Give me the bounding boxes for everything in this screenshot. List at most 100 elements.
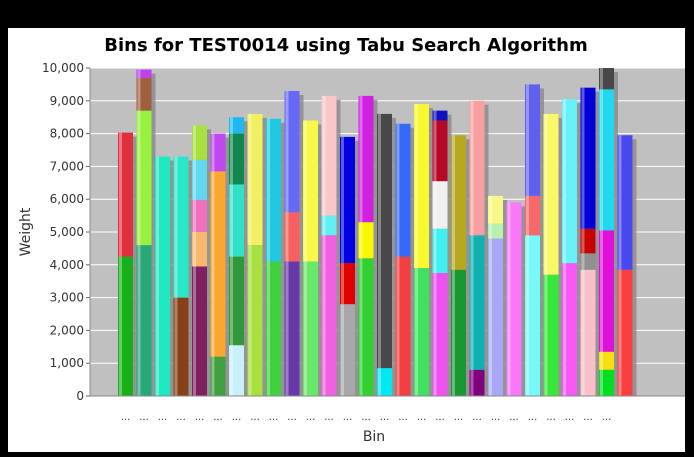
y-tick-label: 0 [76,389,84,403]
bar-segment[interactable] [210,171,226,357]
bar-segment[interactable] [284,261,300,396]
bar-segment[interactable] [321,95,337,216]
bar-segment[interactable] [599,68,614,90]
bar-segment[interactable] [229,117,244,134]
bar-segment[interactable] [321,235,337,396]
bar-segment[interactable] [247,245,263,396]
bar-segment[interactable] [303,120,318,262]
bar-segment[interactable] [118,132,133,257]
bar-segment[interactable] [617,135,633,270]
bar-segment[interactable] [580,253,596,270]
bar-segment[interactable] [229,345,244,396]
bar-highlight [322,95,326,216]
bar-highlight [600,89,603,231]
bar-segment[interactable] [599,89,614,231]
bar-segment[interactable] [210,356,226,396]
bar-segment[interactable] [525,195,540,236]
bar-segment[interactable] [488,223,503,239]
bar-segment[interactable] [469,235,485,370]
x-tick-label: ... [528,412,538,423]
chart-svg: Bins for TEST0014 using Tabu Search Algo… [18,35,685,445]
bar-segment[interactable] [432,110,448,121]
bar-segment[interactable] [414,268,429,396]
x-tick-label: ... [491,412,501,423]
bar-segment[interactable] [562,99,577,264]
bar-segment[interactable] [377,368,392,396]
bar-segment[interactable] [192,266,207,396]
bar-segment[interactable] [469,100,485,236]
bar-segment[interactable] [580,87,596,229]
bar-segment[interactable] [469,369,485,396]
bar-segment[interactable] [340,304,355,396]
bar-segment[interactable] [599,351,614,370]
bar-highlight [544,113,548,275]
bar-segment[interactable] [192,125,207,160]
bar-segment[interactable] [284,212,300,262]
bar-segment[interactable] [192,232,207,267]
bar-segment[interactable] [358,258,374,396]
bar-segment[interactable] [488,195,503,224]
bar-segment[interactable] [358,95,374,223]
bar-segment[interactable] [414,104,429,269]
bar-segment[interactable] [229,256,244,346]
bar-segment[interactable] [136,77,152,111]
bar-segment[interactable] [136,110,152,246]
bar-segment[interactable] [266,118,281,262]
bar-segment[interactable] [192,199,207,232]
bar-highlight [489,195,492,224]
bar-segment[interactable] [506,202,522,396]
bar-segment[interactable] [210,133,226,172]
bar-highlight [341,304,344,396]
bar-segment[interactable] [525,235,540,396]
bar-segment[interactable] [599,230,614,352]
bar-highlight [193,125,196,160]
bar-segment[interactable] [229,184,244,257]
bar-segment[interactable] [543,113,559,275]
bar-highlight [193,266,196,396]
bar-segment[interactable] [118,256,133,396]
bar-highlight [526,195,529,236]
bar-segment[interactable] [395,256,411,396]
bar-segment[interactable] [562,263,577,396]
bar-segment[interactable] [136,69,152,78]
x-tick-label: ... [269,412,279,423]
bar-segment[interactable] [451,269,466,396]
bar-highlight [359,222,363,259]
x-tick-label: ... [454,412,464,423]
bar-highlight [470,100,474,236]
bar-segment[interactable] [173,156,189,298]
bar-segment[interactable] [432,273,448,396]
bar-highlight [248,113,252,246]
bar-segment[interactable] [580,228,596,254]
bar-segment[interactable] [284,90,300,213]
bar-segment[interactable] [173,297,189,396]
bar-segment[interactable] [432,181,448,229]
bar-highlight [526,235,529,396]
y-tick-label: 4,000 [50,258,84,272]
bar-segment[interactable] [321,215,337,236]
bar-segment[interactable] [192,159,207,200]
bar-segment[interactable] [543,274,559,396]
bar-segment[interactable] [340,136,355,264]
bar-segment[interactable] [229,133,244,185]
bar-segment[interactable] [377,113,392,369]
bar-segment[interactable] [599,369,614,396]
bar-segment[interactable] [617,269,633,396]
bar-segment[interactable] [432,228,448,273]
bar-segment[interactable] [340,263,355,305]
bar-segment[interactable] [136,245,152,396]
x-tick-label: ... [287,412,297,423]
bar-segment[interactable] [488,238,503,396]
bar-segment[interactable] [451,135,466,270]
bar-segment[interactable] [266,261,281,396]
bar-segment[interactable] [358,222,374,259]
bar-segment[interactable] [155,156,170,396]
bar-segment[interactable] [303,261,318,396]
bar-segment[interactable] [432,120,448,182]
y-tick-label: 7,000 [50,159,84,173]
bar-segment[interactable] [525,84,540,196]
bar-segment[interactable] [580,269,596,396]
bar-segment[interactable] [395,123,411,257]
bar-segment[interactable] [247,113,263,246]
